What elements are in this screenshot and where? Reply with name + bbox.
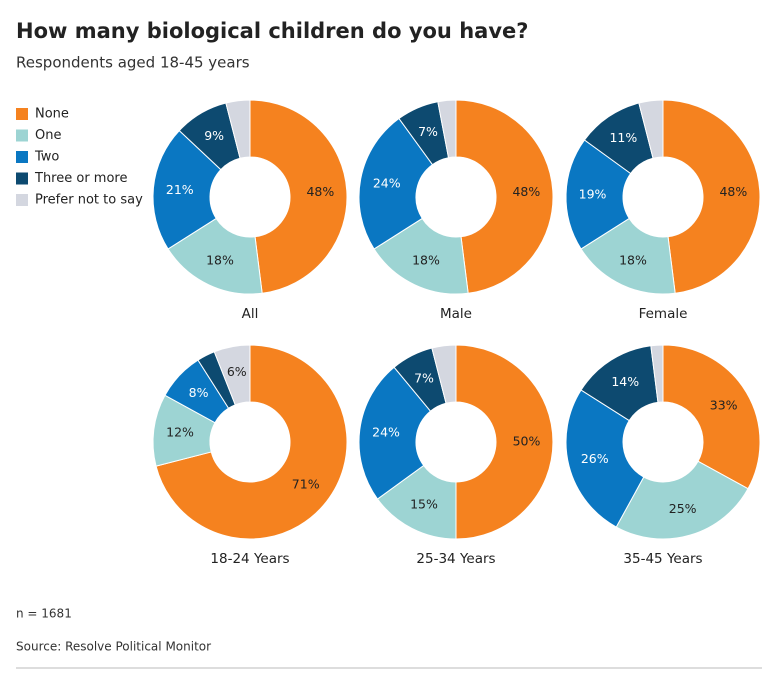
donut-segment bbox=[565, 389, 645, 528]
data-label: 19% bbox=[579, 186, 607, 201]
data-label: 48% bbox=[719, 184, 747, 199]
data-label: 11% bbox=[609, 130, 637, 145]
data-label: 12% bbox=[166, 425, 194, 440]
data-label: 21% bbox=[166, 182, 194, 197]
legend-swatch bbox=[16, 151, 28, 163]
data-label: 18% bbox=[206, 252, 234, 267]
data-label: 6% bbox=[227, 364, 247, 379]
data-label: 26% bbox=[581, 451, 609, 466]
legend-label: Two bbox=[34, 150, 59, 165]
pie-title: All bbox=[242, 306, 259, 322]
legend-label: None bbox=[35, 107, 69, 122]
data-label: 8% bbox=[189, 385, 209, 400]
donut-segment bbox=[662, 344, 761, 490]
legend-swatch bbox=[16, 129, 28, 142]
pie-title: Male bbox=[440, 306, 472, 322]
pie-title: 35-45 Years bbox=[623, 551, 702, 567]
data-label: 25% bbox=[669, 501, 697, 516]
data-label: 14% bbox=[611, 374, 639, 389]
data-label: 18% bbox=[412, 252, 440, 267]
donut-segment bbox=[615, 460, 749, 540]
donut-segment bbox=[662, 99, 761, 294]
source: Source: Resolve Political Monitor bbox=[16, 640, 211, 654]
data-label: 33% bbox=[710, 398, 738, 413]
pie-title: 25-34 Years bbox=[416, 551, 495, 567]
donut-segment bbox=[455, 344, 554, 540]
donut-segment bbox=[152, 129, 222, 250]
data-label: 24% bbox=[373, 175, 401, 190]
pie-title: 18-24 Years bbox=[210, 551, 289, 567]
donut-segment bbox=[155, 344, 348, 540]
legend-swatch bbox=[16, 194, 28, 206]
data-label: 50% bbox=[513, 434, 541, 449]
donut-segment bbox=[373, 217, 469, 295]
donut-segment bbox=[638, 99, 664, 159]
data-label: 18% bbox=[619, 252, 647, 267]
data-label: 15% bbox=[410, 496, 438, 511]
data-label: 48% bbox=[306, 184, 334, 199]
donut-segment bbox=[358, 366, 432, 500]
donut-segment bbox=[455, 99, 554, 294]
donut-segment bbox=[167, 217, 263, 295]
pie-title: Female bbox=[639, 306, 688, 322]
data-label: 71% bbox=[292, 477, 320, 492]
chart-subtitle: Respondents aged 18-45 years bbox=[16, 54, 250, 72]
donut-segment bbox=[249, 99, 348, 294]
data-label: 24% bbox=[372, 425, 400, 440]
data-label: 9% bbox=[204, 128, 224, 143]
donut-segment bbox=[213, 344, 251, 406]
donut-segment bbox=[225, 99, 251, 159]
donut-segment bbox=[650, 344, 664, 403]
data-label: 7% bbox=[418, 124, 438, 139]
donut-segment bbox=[358, 117, 434, 250]
chart-title: How many biological children do you have… bbox=[16, 19, 528, 43]
donut-segment bbox=[580, 217, 676, 295]
legend-swatch bbox=[16, 172, 28, 185]
note: n = 1681 bbox=[16, 607, 72, 621]
legend-label: Three or more bbox=[34, 171, 127, 186]
legend-label: Prefer not to say bbox=[35, 193, 143, 208]
legend-label: One bbox=[35, 128, 61, 143]
donut-segment bbox=[431, 344, 457, 404]
data-label: 48% bbox=[512, 184, 540, 199]
donut-segment bbox=[437, 99, 457, 159]
data-label: 7% bbox=[414, 371, 434, 386]
donut-segment bbox=[565, 139, 632, 250]
legend-swatch bbox=[16, 108, 28, 120]
